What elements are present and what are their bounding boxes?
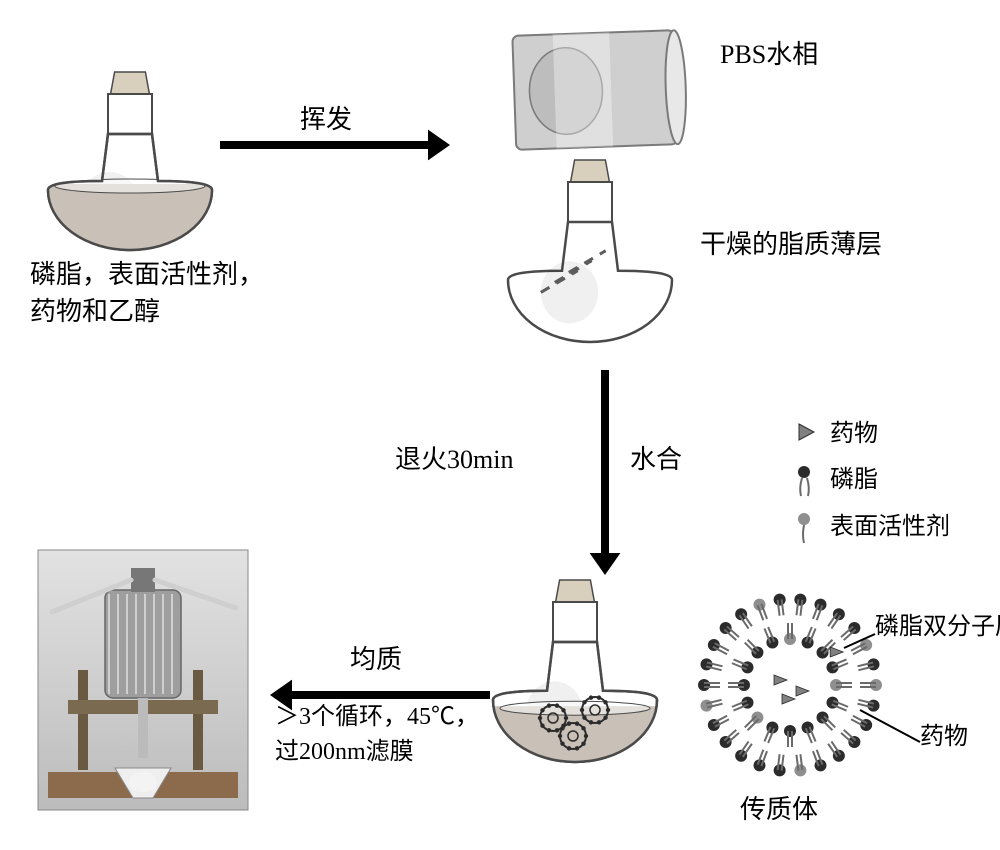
label-homogenize: 均质: [350, 639, 402, 676]
label-reagents: 磷脂，表面活性剂， 药物和乙醇: [30, 254, 264, 328]
label-pbs: PBS水相: [720, 34, 818, 71]
label-hydrate: 水合: [630, 439, 682, 476]
legend-label-drug: 药物: [830, 413, 878, 448]
label-conditions: ＞3个循环，45℃， 过200nm滤膜: [275, 696, 479, 766]
label-anneal: 退火30min: [395, 439, 513, 476]
label-evaporate: 挥发: [300, 99, 352, 136]
label-dryfilm: 干燥的脂质薄层: [700, 224, 882, 261]
diagram-root: 磷脂，表面活性剂， 药物和乙醇 挥发 PBS水相 干燥的脂质薄层 退火30min…: [0, 0, 1000, 842]
label-transfersome: 传质体: [740, 789, 818, 826]
label-drug-pointer: 药物: [920, 716, 968, 751]
label-bilayer: 磷脂双分子层: [875, 606, 1000, 641]
legend-label-surf: 表面活性剂: [830, 506, 950, 541]
legend-label-lipid: 磷脂: [830, 459, 878, 494]
homogenizer-photo: [30, 540, 260, 820]
